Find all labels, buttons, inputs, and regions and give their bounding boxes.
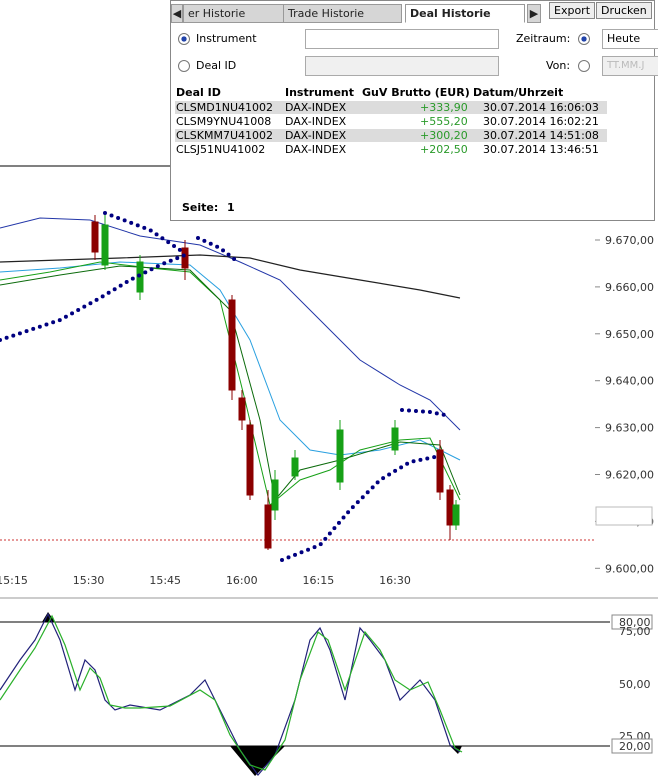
- cell: 30.07.2014 14:51:08: [483, 129, 599, 142]
- table-header: Deal ID Instrument GuV Brutto (EUR) Datu…: [175, 86, 607, 99]
- cell: DAX-INDEX: [285, 115, 347, 128]
- x-tick-label: 16:15: [303, 574, 335, 587]
- osc-tick-label: 75,00: [619, 625, 651, 638]
- cell: CLSM9YNU41008: [176, 115, 272, 128]
- label: Deal ID: [196, 59, 237, 72]
- candles: [91, 215, 454, 550]
- date-input[interactable]: TT.MM.J: [602, 56, 658, 76]
- select[interactable]: Heute: [602, 29, 658, 49]
- button[interactable]: Drucken: [596, 2, 652, 19]
- header-cell: Deal ID: [176, 86, 221, 99]
- y-tick-label: 9.670,00: [605, 234, 654, 247]
- osc-k: [0, 612, 461, 776]
- x-tick-label: 16:00: [226, 574, 258, 587]
- tab[interactable]: Trade Historie: [283, 4, 402, 23]
- ma-darkgreen: [0, 265, 461, 502]
- table-row[interactable]: CLSM9YNU41008 DAX-INDEX +555,20 30.07.2014 …: [175, 115, 607, 128]
- button[interactable]: Export: [549, 2, 596, 19]
- osc-tick-label: 50,00: [619, 678, 651, 691]
- osc-extremes: [42, 612, 462, 776]
- sar-low2: [280, 454, 442, 562]
- cell: CLSKMM7U41002: [176, 129, 274, 142]
- x-tick-label: 15:30: [73, 574, 105, 587]
- x-tick-label: 15:45: [149, 574, 181, 587]
- cell: +202,50: [420, 143, 468, 156]
- cell: DAX-INDEX: [285, 129, 347, 142]
- sar-high: [103, 211, 182, 252]
- tab[interactable]: er Historie: [183, 4, 284, 23]
- radio[interactable]: [178, 60, 190, 72]
- level-box: [611, 738, 653, 754]
- sar-high2: [196, 236, 240, 264]
- cell: 30.07.2014 16:06:03: [483, 101, 599, 114]
- input[interactable]: [305, 56, 499, 76]
- price-tag-box: [595, 506, 653, 526]
- sar-high3: [400, 408, 447, 417]
- radio[interactable]: [178, 33, 190, 45]
- y-tick-label: 9.660,00: [605, 281, 654, 294]
- osc-tick-label: 80,00: [619, 616, 651, 629]
- y-tick-label: 9.640,00: [605, 375, 654, 388]
- tab-prev[interactable]: ◀: [171, 4, 183, 23]
- radio[interactable]: [578, 60, 590, 72]
- cell: CLSMD1NU41002: [176, 101, 274, 114]
- header-cell: Instrument: [285, 86, 354, 99]
- y-tick-label: 9.620,00: [605, 469, 654, 482]
- x-tick-label: 16:30: [379, 574, 411, 587]
- cell: DAX-INDEX: [285, 101, 347, 114]
- cell: 30.07.2014 16:02:21: [483, 115, 599, 128]
- level-box: [611, 614, 653, 630]
- tab-active[interactable]: Deal Historie: [405, 4, 525, 23]
- cell: CLSJ51NU41002: [176, 143, 266, 156]
- table-row[interactable]: CLSMD1NU41002 DAX-INDEX +333,90 30.07.2014 …: [175, 101, 607, 114]
- input[interactable]: [305, 29, 499, 49]
- y-tick-label: 9.600,00: [605, 562, 654, 575]
- sar-low: [0, 253, 187, 342]
- cell: +555,20: [420, 115, 468, 128]
- y-tick-label: 9.630,00: [605, 422, 654, 435]
- cell: +333,90: [420, 101, 468, 114]
- radio[interactable]: [578, 33, 590, 45]
- osc-d: [0, 614, 463, 771]
- candles-up: [101, 215, 460, 530]
- header-cell: Datum/Uhrzeit: [473, 86, 564, 99]
- tab-next[interactable]: ▶: [527, 4, 541, 23]
- label: Zeitraum:: [516, 32, 571, 45]
- table-row[interactable]: CLSJ51NU41002 DAX-INDEX +202,50 30.07.2014 …: [175, 143, 607, 156]
- page-value: 1: [227, 201, 235, 214]
- axes: 9.670,00 9.660,00 9.650,00 9.640,00 9.630,00…: [0, 234, 654, 754]
- ma-blue: [0, 217, 461, 431]
- ma-black: [0, 254, 461, 299]
- cell: DAX-INDEX: [285, 143, 347, 156]
- dialog: ◀ er Historie Trade Historie Deal Histor…: [170, 0, 658, 221]
- label: Von:: [546, 59, 571, 72]
- y-tick-label: 9.650,00: [605, 328, 654, 341]
- cell: +300,20: [420, 129, 468, 142]
- label: Instrument: [196, 32, 257, 45]
- page-label: Seite:: [182, 201, 219, 214]
- x-tick-label: 15:15: [0, 574, 28, 587]
- cell: 30.07.2014 13:46:51: [483, 143, 599, 156]
- table-row[interactable]: CLSKMM7U41002 DAX-INDEX +300,20 30.07.2014 …: [175, 129, 607, 142]
- osc-tick-label: 20,00: [619, 740, 651, 753]
- header-cell: GuV Brutto (EUR): [362, 86, 470, 99]
